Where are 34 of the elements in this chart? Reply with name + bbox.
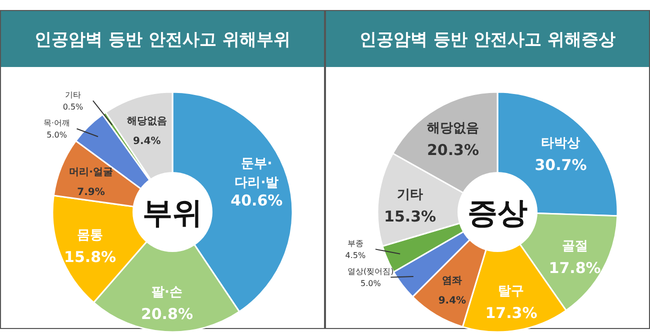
slice-label: 염좌	[442, 275, 462, 286]
data-label: 9.4%	[133, 136, 161, 147]
data-label: 20.3%	[426, 141, 480, 160]
data-label: 9.4%	[438, 295, 466, 306]
slice-label: 골절	[562, 238, 588, 254]
slice-label: 기타	[397, 187, 424, 202]
data-label: 7.9%	[77, 186, 105, 198]
text: 부위	[142, 196, 202, 231]
data-label: 15.8%	[64, 248, 116, 266]
slice-label: 열상(찢어짐)	[348, 267, 394, 276]
data-label: 15.3%	[384, 207, 436, 226]
slice-label: 해당없음	[427, 121, 480, 136]
slice-label: 머리·얼굴	[69, 166, 113, 178]
slice-label: 몸통	[77, 228, 104, 243]
chart-title: 인공암벽 등반 안전사고 위해부위	[34, 30, 290, 50]
slice-label: 목·어깨	[44, 118, 70, 128]
slice-label: 해당없음	[126, 116, 167, 127]
slice-label: 타박상	[541, 136, 580, 151]
data-label: 30.7%	[534, 156, 587, 174]
data-label: 17.8%	[548, 258, 601, 277]
slice-label: 부종	[347, 239, 364, 248]
data-label: 0.5%	[62, 102, 84, 112]
slice-label: 탈구	[498, 284, 524, 299]
data-label: 4.5%	[345, 251, 366, 260]
chart-title: 인공암벽 등반 안전사고 위해증상	[360, 30, 616, 50]
text: 증상	[468, 196, 528, 231]
data-label: 20.8%	[140, 304, 193, 323]
data-label: 5.0%	[46, 130, 68, 140]
data-label: 40.6%	[230, 191, 283, 210]
data-label: 5.0%	[360, 279, 382, 288]
data-label: 17.3%	[485, 304, 538, 322]
slice-label: 기타	[64, 90, 81, 100]
slice-label: 팔·손	[152, 284, 182, 300]
slice-label: 둔부·다리·발	[234, 156, 279, 190]
